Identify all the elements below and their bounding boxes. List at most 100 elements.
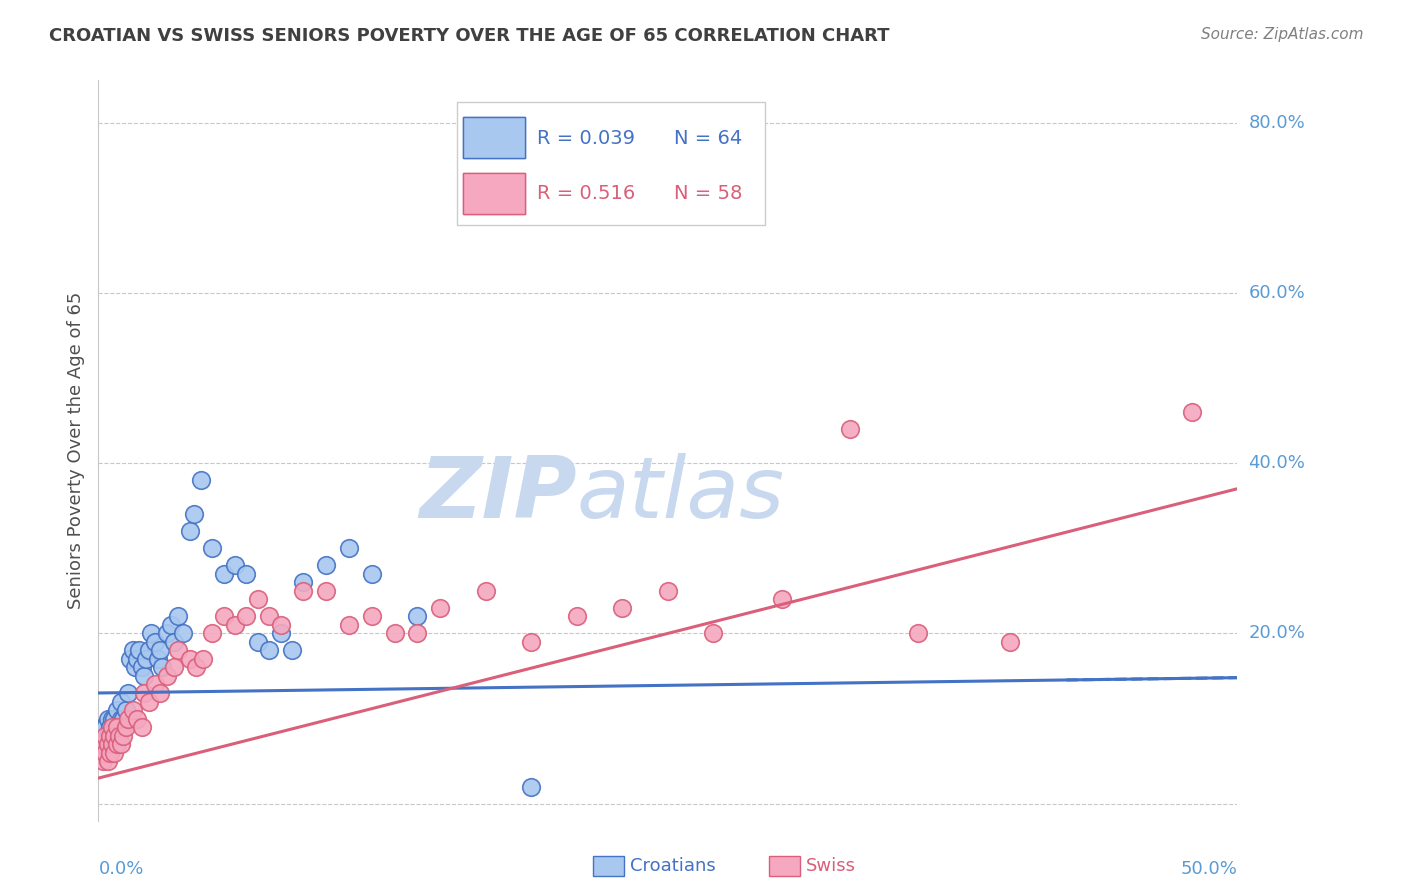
Point xyxy=(259,643,281,657)
Point xyxy=(149,643,172,657)
Text: R = 0.516: R = 0.516 xyxy=(537,184,636,203)
Point xyxy=(105,737,128,751)
Point xyxy=(1181,405,1204,419)
Point xyxy=(117,712,139,726)
Point xyxy=(94,720,117,734)
Point xyxy=(101,729,124,743)
Point xyxy=(131,720,153,734)
Point xyxy=(135,652,157,666)
FancyBboxPatch shape xyxy=(463,117,526,158)
Point xyxy=(149,686,172,700)
Point xyxy=(103,729,125,743)
Point xyxy=(127,712,149,726)
Point xyxy=(702,626,724,640)
Text: 20.0%: 20.0% xyxy=(1249,624,1305,642)
Text: Swiss: Swiss xyxy=(806,857,856,875)
Point xyxy=(201,626,224,640)
Point xyxy=(121,703,143,717)
Point xyxy=(167,643,190,657)
Point xyxy=(91,754,114,768)
Point xyxy=(110,694,132,708)
Point xyxy=(179,652,201,666)
Point xyxy=(246,635,269,649)
Y-axis label: Seniors Poverty Over the Age of 65: Seniors Poverty Over the Age of 65 xyxy=(66,292,84,609)
Point xyxy=(907,626,929,640)
Point xyxy=(146,652,169,666)
Text: N = 58: N = 58 xyxy=(673,184,742,203)
Point xyxy=(429,600,451,615)
Point xyxy=(292,575,315,590)
Point xyxy=(235,566,257,581)
Point xyxy=(337,618,360,632)
Point xyxy=(520,780,543,794)
Point xyxy=(315,558,337,573)
Point xyxy=(90,729,112,743)
Point xyxy=(101,712,124,726)
Point xyxy=(108,729,131,743)
FancyBboxPatch shape xyxy=(457,103,765,225)
Point xyxy=(770,592,793,607)
Point xyxy=(108,729,131,743)
Point xyxy=(212,609,235,624)
Point xyxy=(131,660,153,674)
Point xyxy=(172,626,194,640)
FancyBboxPatch shape xyxy=(463,173,526,213)
Point xyxy=(114,703,136,717)
Point xyxy=(384,626,406,640)
Point xyxy=(108,720,131,734)
Point xyxy=(103,729,125,743)
Point xyxy=(112,729,135,743)
Point xyxy=(98,746,121,760)
FancyBboxPatch shape xyxy=(463,117,526,158)
Point xyxy=(292,583,315,598)
Point xyxy=(98,746,121,760)
Text: CROATIAN VS SWISS SENIORS POVERTY OVER THE AGE OF 65 CORRELATION CHART: CROATIAN VS SWISS SENIORS POVERTY OVER T… xyxy=(49,27,890,45)
Point xyxy=(160,618,183,632)
Text: N = 64: N = 64 xyxy=(673,128,742,147)
Point xyxy=(360,566,382,581)
Point xyxy=(612,600,634,615)
Point xyxy=(96,737,118,751)
Point xyxy=(998,635,1021,649)
Point xyxy=(112,720,135,734)
Point xyxy=(96,737,118,751)
Point xyxy=(128,643,150,657)
Point xyxy=(103,712,125,726)
Point xyxy=(156,669,179,683)
Point xyxy=(138,694,160,708)
Point xyxy=(183,508,205,522)
Point xyxy=(212,566,235,581)
Point xyxy=(139,626,162,640)
Point xyxy=(105,737,128,751)
FancyBboxPatch shape xyxy=(463,173,526,213)
Point xyxy=(193,652,215,666)
Point xyxy=(121,643,143,657)
Point xyxy=(91,737,114,751)
Point xyxy=(96,712,118,726)
Point xyxy=(101,720,124,734)
Point xyxy=(120,652,142,666)
Text: 80.0%: 80.0% xyxy=(1249,114,1305,132)
Point xyxy=(98,720,121,734)
Point xyxy=(839,422,862,436)
Point xyxy=(94,729,117,743)
Point xyxy=(565,609,588,624)
Point xyxy=(124,660,146,674)
Point xyxy=(337,541,360,556)
Point xyxy=(105,720,128,734)
Point xyxy=(474,583,496,598)
Point xyxy=(281,643,304,657)
Point xyxy=(246,592,269,607)
Point xyxy=(520,635,543,649)
Text: ZIP: ZIP xyxy=(419,453,576,536)
Point xyxy=(105,703,128,717)
Point xyxy=(103,720,125,734)
Point xyxy=(138,643,160,657)
Point xyxy=(110,737,132,751)
Point xyxy=(270,618,292,632)
Point xyxy=(94,729,117,743)
Point xyxy=(96,729,118,743)
Point xyxy=(132,686,155,700)
Point xyxy=(94,746,117,760)
Point xyxy=(117,686,139,700)
